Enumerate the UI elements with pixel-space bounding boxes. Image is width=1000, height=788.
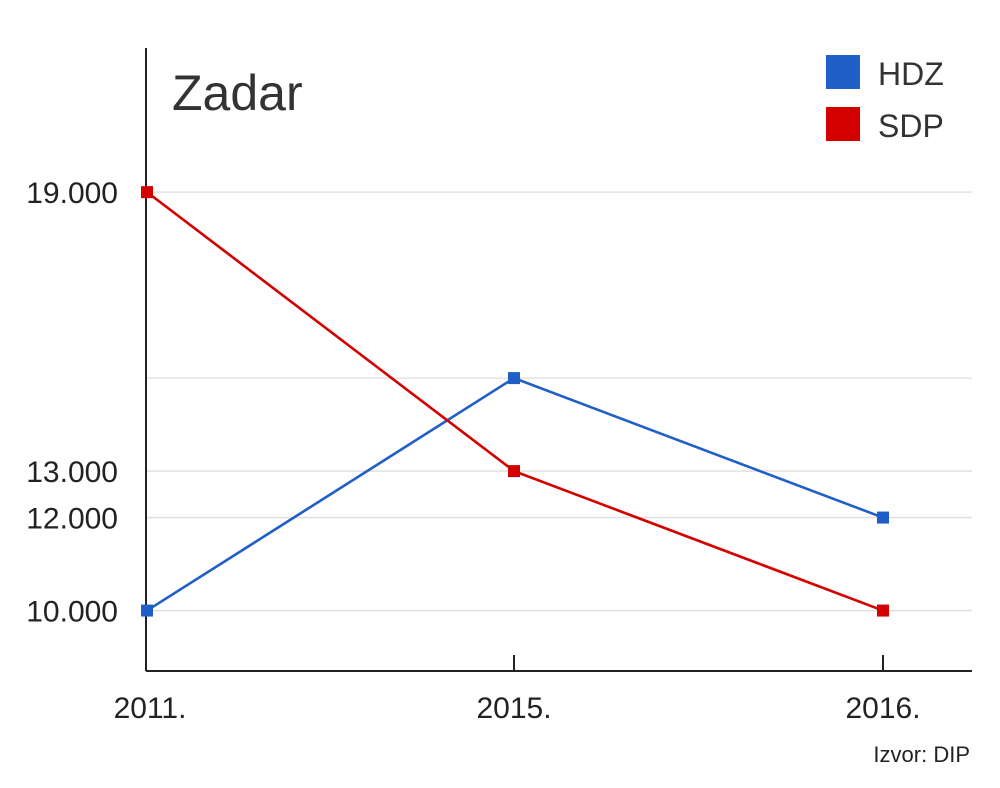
x-tick-label: 2016. (845, 692, 920, 725)
series-lines (146, 191, 884, 612)
y-tick-label: 10.000 (26, 596, 118, 629)
x-tick-labels: 2011. 2015. 2016. (114, 692, 921, 725)
x-tick-label: 2011. (114, 692, 187, 725)
y-tick-label: 13.000 (26, 456, 118, 489)
legend: HDZ SDP (826, 55, 944, 144)
data-points (141, 186, 889, 617)
gridlines (146, 191, 972, 612)
legend-label-hdz: HDZ (878, 56, 944, 92)
series-line-hdz (146, 376, 884, 612)
data-point-hdz (141, 604, 153, 617)
source-note: Izvor: DIP (873, 742, 970, 767)
y-tick-label: 19.000 (26, 177, 118, 210)
x-tick-label: 2015. (476, 692, 551, 725)
x-tick-marks (513, 655, 884, 671)
data-point-hdz (508, 372, 520, 385)
data-point-sdp (508, 465, 520, 478)
y-tick-label: 12.000 (26, 503, 118, 536)
data-point-sdp (141, 186, 153, 199)
data-point-sdp (877, 604, 889, 617)
legend-swatch-hdz (826, 55, 860, 89)
y-tick-labels: 10.000 12.000 13.000 19.000 (26, 177, 118, 628)
legend-label-sdp: SDP (878, 108, 944, 144)
series-line-sdp (146, 191, 884, 612)
legend-swatch-sdp (826, 107, 860, 141)
data-point-hdz (877, 511, 889, 524)
chart-title: Zadar (172, 65, 303, 121)
